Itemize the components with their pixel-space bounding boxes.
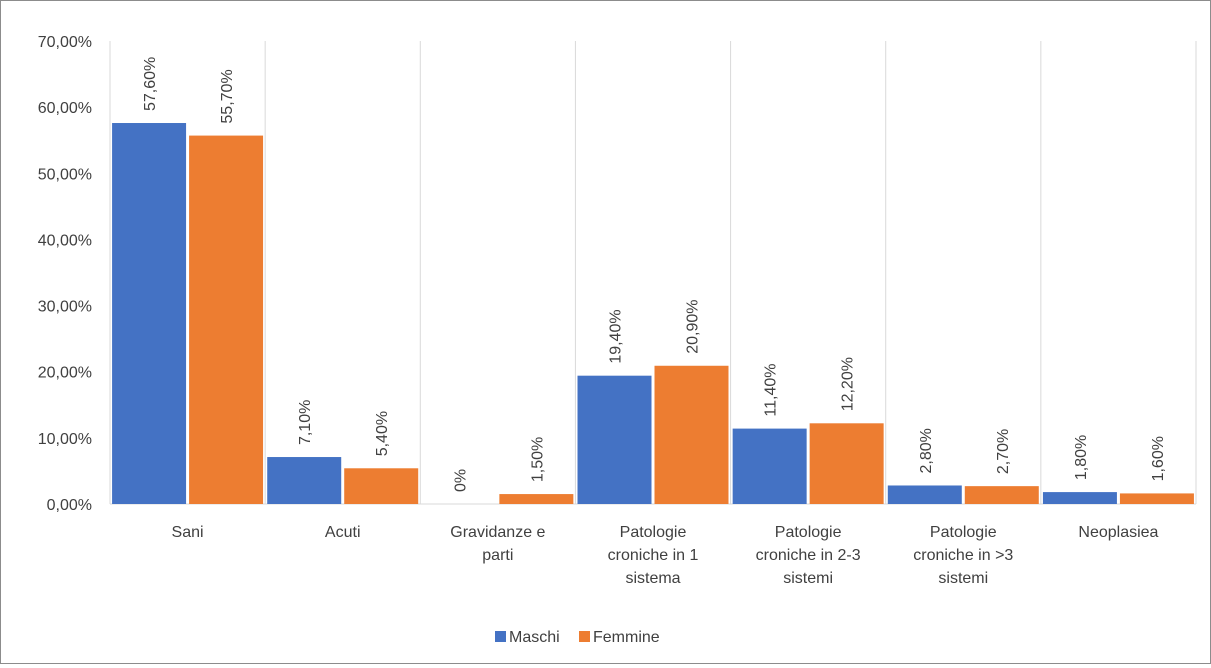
- x-tick-label-line: Neoplasiea: [1078, 524, 1158, 541]
- data-label: 2,80%: [918, 428, 935, 473]
- bar-maschi: [112, 123, 187, 504]
- x-tick-label-line: sistemi: [783, 570, 833, 587]
- data-label: 1,60%: [1150, 436, 1167, 481]
- y-tick-label: 70,00%: [38, 34, 92, 51]
- bar-maschi: [1042, 492, 1117, 504]
- bar-femmine: [499, 494, 574, 504]
- legend-label: Maschi: [509, 629, 560, 646]
- x-tick-label-line: Patologie: [775, 524, 842, 541]
- data-labels: 57,60% 7,10% 0% 19,40% 11,40% 2,80% 1,80% 55,70…: [142, 57, 1167, 492]
- legend-swatch: [579, 631, 590, 642]
- x-tick-label-line: sistema: [625, 570, 680, 587]
- y-tick-label: 20,00%: [38, 365, 92, 382]
- x-tick-label-line: sistemi: [938, 570, 988, 587]
- x-tick-label: Neoplasiea: [1078, 524, 1158, 541]
- data-label: 57,60%: [142, 57, 159, 111]
- x-tick-label-line: croniche in >3: [913, 547, 1013, 564]
- x-tick-label-line: Patologie: [930, 524, 997, 541]
- data-label: 20,90%: [685, 299, 702, 353]
- data-label: 2,70%: [995, 429, 1012, 474]
- x-axis: Sani Acuti Gravidanze e parti Patologie croni…: [172, 524, 1159, 587]
- bar-femmine: [189, 135, 264, 504]
- y-tick-label: 0,00%: [47, 497, 92, 514]
- x-tick-label-line: Patologie: [620, 524, 687, 541]
- bar-maschi: [887, 485, 962, 504]
- data-label: 55,70%: [219, 69, 236, 123]
- bars: [112, 123, 1194, 504]
- y-tick-label: 30,00%: [38, 299, 92, 316]
- y-tick-label: 50,00%: [38, 166, 92, 183]
- data-label: 12,20%: [840, 357, 857, 411]
- x-tick-label-line: Gravidanze e: [450, 524, 545, 541]
- bar-femmine: [1119, 493, 1194, 504]
- y-axis: 0,00% 10,00% 20,00% 30,00% 40,00% 50,00% 60,00…: [38, 34, 92, 514]
- legend: Maschi Femmine: [495, 629, 660, 646]
- data-label: 19,40%: [608, 309, 625, 363]
- y-tick-label: 10,00%: [38, 431, 92, 448]
- y-tick-label: 40,00%: [38, 232, 92, 249]
- bar-femmine: [344, 468, 419, 504]
- x-tick-label: Patologie croniche in 1 sistema: [608, 524, 699, 587]
- x-tick-label-line: Sani: [172, 524, 204, 541]
- bar-maschi: [577, 375, 652, 504]
- legend-label: Femmine: [593, 629, 660, 646]
- bar-femmine: [809, 423, 884, 504]
- data-label: 11,40%: [763, 364, 780, 417]
- x-tick-label: Patologie croniche in 2-3 sistemi: [756, 524, 861, 587]
- x-tick-label: Acuti: [325, 524, 361, 541]
- legend-swatch: [495, 631, 506, 642]
- x-tick-label: Patologie croniche in >3 sistemi: [913, 524, 1013, 587]
- data-label: 7,10%: [297, 400, 314, 445]
- x-tick-label: Sani: [172, 524, 204, 541]
- data-label: 1,80%: [1073, 435, 1090, 480]
- grid-lines: [109, 41, 1197, 505]
- bar-maschi: [732, 428, 807, 504]
- bar-femmine: [654, 365, 729, 504]
- data-label: 1,50%: [529, 437, 546, 482]
- x-tick-label-line: croniche in 1: [608, 547, 699, 564]
- bar-maschi: [267, 457, 342, 504]
- bar-femmine: [964, 486, 1039, 504]
- x-tick-label-line: croniche in 2-3: [756, 547, 861, 564]
- data-label: 5,40%: [374, 411, 391, 456]
- x-tick-label-line: parti: [482, 547, 513, 564]
- data-label: 0%: [452, 469, 469, 492]
- x-tick-label: Gravidanze e parti: [450, 524, 545, 564]
- y-tick-label: 60,00%: [38, 100, 92, 117]
- x-tick-label-line: Acuti: [325, 524, 361, 541]
